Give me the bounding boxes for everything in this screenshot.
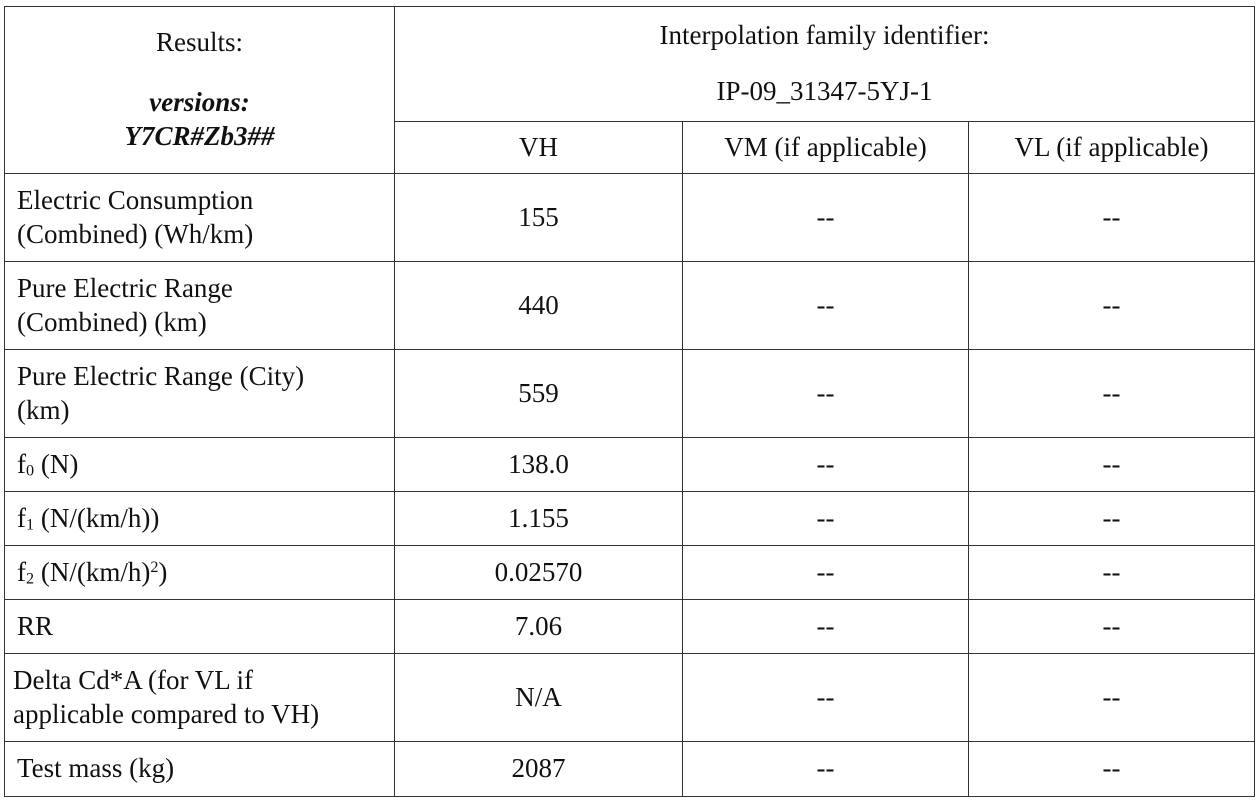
family-label: Interpolation family identifier:: [659, 20, 990, 51]
cell-vl: --: [967, 491, 1256, 546]
cell-vm: --: [682, 437, 969, 492]
cell-vh: 1.155: [394, 491, 683, 546]
cell-vm: --: [682, 599, 969, 654]
results-header-cell: Results: versions: Y7CR#Zb3##: [4, 6, 395, 174]
table-row: Electric Consumption (Combined) (Wh/km) …: [4, 173, 1256, 262]
cell-vl: --: [967, 741, 1256, 797]
family-id: IP-09_31347-5YJ-1: [716, 76, 933, 106]
row-label: Electric Consumption (Combined) (Wh/km): [4, 173, 395, 262]
table-row: f0 (N) 138.0 -- --: [4, 437, 1256, 492]
cell-vl: --: [967, 545, 1256, 600]
cell-vh: 0.02570: [394, 545, 683, 600]
row-label: f0 (N): [4, 437, 395, 492]
row-label: f2 (N/(km/h)2): [4, 545, 395, 600]
cell-vl: --: [967, 599, 1256, 654]
row-label: Pure Electric Range (Combined) (km): [4, 261, 395, 350]
versions-label: versions:: [149, 87, 250, 118]
header-row-columns: VH VM (if applicable) VL (if applicable): [5, 121, 1256, 174]
results-table: Results: versions: Y7CR#Zb3## Interpolat…: [4, 6, 1256, 797]
column-header-vm: VM (if applicable): [682, 121, 969, 174]
table-row: f1 (N/(km/h)) 1.155 -- --: [4, 491, 1256, 546]
family-header-cell: Interpolation family identifier: IP-09_3…: [393, 6, 1256, 122]
table-row: RR 7.06 -- --: [4, 599, 1256, 654]
cell-vm: --: [682, 545, 969, 600]
row-label: Test mass (kg): [4, 741, 395, 797]
table-row: Test mass (kg) 2087 -- --: [4, 741, 1256, 797]
header-row-top: Results: versions: Y7CR#Zb3## Interpolat…: [4, 6, 1256, 174]
column-header-vl: VL (if applicable): [967, 121, 1256, 174]
cell-vh: 2087: [394, 741, 683, 797]
cell-vh: 7.06: [394, 599, 683, 654]
column-header-vh: VH: [394, 121, 683, 174]
cell-vm: --: [682, 261, 969, 350]
cell-vl: --: [967, 261, 1256, 350]
cell-vh: N/A: [394, 653, 683, 742]
cell-vm: --: [682, 653, 969, 742]
row-label: Pure Electric Range (City) (km): [4, 349, 395, 438]
results-label: Results:: [155, 27, 243, 58]
versions-value: Y7CR#Zb3##: [124, 120, 275, 151]
cell-vh: 138.0: [394, 437, 683, 492]
cell-vm: --: [682, 741, 969, 797]
table-row: f2 (N/(km/h)2) 0.02570 -- --: [4, 545, 1256, 600]
row-label: f1 (N/(km/h)): [4, 491, 395, 546]
cell-vl: --: [967, 437, 1256, 492]
row-label: Delta Cd*A (for VL if applicable compare…: [4, 653, 395, 742]
cell-vl: --: [967, 653, 1256, 742]
cell-vm: --: [682, 491, 969, 546]
table-row: Pure Electric Range (City) (km) 559 -- -…: [4, 349, 1256, 438]
cell-vl: --: [967, 173, 1256, 262]
row-label: RR: [4, 599, 395, 654]
cell-vh: 559: [394, 349, 683, 438]
cell-vm: --: [682, 349, 969, 438]
cell-vh: 155: [394, 173, 683, 262]
table-row: Delta Cd*A (for VL if applicable compare…: [4, 653, 1256, 742]
cell-vm: --: [682, 173, 969, 262]
cell-vh: 440: [394, 261, 683, 350]
table-row: Pure Electric Range (Combined) (km) 440 …: [4, 261, 1256, 350]
cell-vl: --: [967, 349, 1256, 438]
